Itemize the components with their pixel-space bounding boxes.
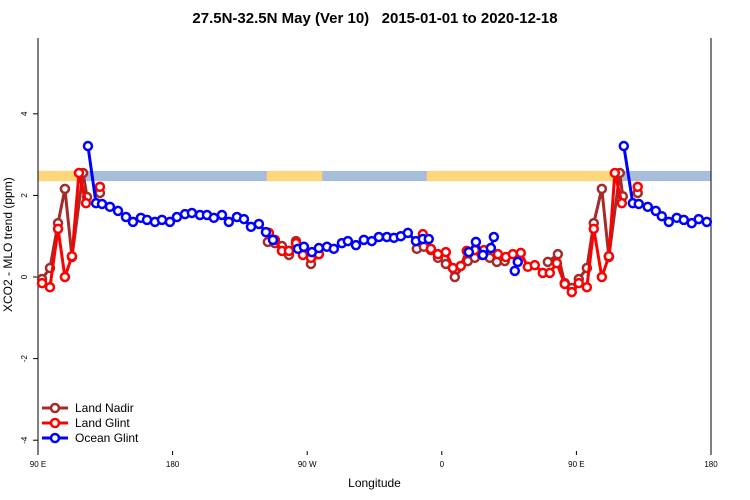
data-point [701,216,713,228]
data-point [82,140,94,152]
data-point [59,271,71,283]
x-tick-label: 180 [166,460,180,469]
data-point [164,216,176,228]
data-point [477,249,489,261]
y-tick-label: -2 [20,354,29,362]
data-point [80,197,92,209]
data-point [542,256,554,268]
data-point [515,247,527,259]
data-point [283,245,295,257]
data-point [632,181,643,193]
data-point [507,248,519,260]
data-point [485,242,497,254]
x-tick-label: 180 [704,460,718,469]
data-point [693,213,704,225]
data-point [216,209,228,221]
data-point [512,256,524,268]
data-point [104,201,116,213]
data-point [73,167,85,179]
data-point [463,246,475,258]
map-band-land [38,170,84,182]
data-point [656,210,668,222]
y-tick-label: 2 [20,193,29,198]
x-tick-label: 90 W [298,460,317,469]
data-point [223,216,235,228]
legend-label: Land Glint [75,416,130,430]
legend-marker [49,432,61,444]
data-point [581,281,593,293]
data-point [559,278,570,290]
data-point [66,250,78,262]
data-point [633,198,645,210]
data-point [423,233,435,245]
legend-marker [49,417,61,429]
x-axis-label: Longitude [348,476,401,490]
x-tick-label: 90 E [568,460,584,469]
data-point [208,212,220,224]
data-point [94,181,106,193]
legend-label: Land Nadir [75,401,134,415]
data-point [596,271,608,283]
data-point [603,250,615,262]
y-tick-label: 0 [20,274,29,279]
data-point [52,223,64,235]
data-point [373,231,385,243]
data-point [260,226,272,238]
legend-label: Ocean Glint [75,431,139,445]
data-point [509,265,521,277]
chart-title: 27.5N-32.5N May (Ver 10) 2015-01-01 to 2… [192,10,558,27]
data-point [609,167,621,179]
data-point [171,211,183,223]
data-point [488,231,500,243]
series-land-glint [36,167,643,298]
x-tick-label: 0 [440,460,445,469]
data-point [573,277,585,289]
series-ocean-glint [82,140,713,277]
data-point [350,239,362,251]
data-point [127,216,139,228]
data-point [596,183,608,195]
data-point [544,267,556,279]
data-point [328,243,340,255]
y-tick-label: -4 [20,436,29,444]
data-point [425,243,437,255]
data-point [59,183,71,195]
legend-marker [49,402,61,414]
data-point [120,211,132,223]
data-point [616,197,628,209]
data-point [455,260,467,272]
data-point [186,207,198,219]
data-point [298,241,310,253]
data-point [588,223,599,235]
data-point [566,286,578,298]
data-point [313,242,325,254]
data-point [618,140,630,152]
map-band-land [426,170,623,182]
data-point [358,234,370,246]
map-band-ocean [38,170,711,182]
data-point [552,248,564,260]
data-point [402,227,414,239]
data-point [440,246,452,258]
data-point [253,218,265,230]
data-point [267,234,279,246]
data-point [112,205,124,217]
data-point [663,216,675,228]
data-point [44,281,56,293]
data-point [642,201,653,213]
y-tick-label: 4 [20,111,29,116]
series-line [86,145,275,241]
data-point [36,277,48,289]
x-tick-label: 90 E [30,460,46,469]
data-point [342,235,354,247]
data-point [470,236,482,248]
data-point [529,259,541,271]
data-point [449,271,461,283]
data-point [238,213,250,225]
map-band-land [266,170,323,182]
data-point [551,257,563,269]
